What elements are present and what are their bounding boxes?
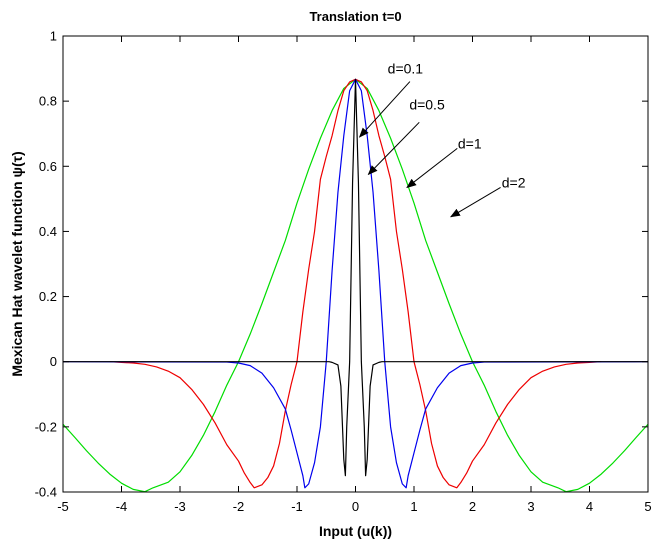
x-tick-label: -5	[57, 499, 69, 514]
y-axis-title: Mexican Hat wavelet function ψ(τ)	[9, 151, 25, 376]
annotation-arrow	[358, 81, 411, 138]
x-tick-label: -3	[174, 499, 186, 514]
x-tick-label: -1	[291, 499, 303, 514]
annotation-layer: d=0.1 d=0.5 d=1 d=2	[358, 60, 526, 218]
y-tick-label: 0.6	[39, 159, 57, 174]
series-layer	[62, 78, 649, 493]
y-tick-label: 1	[50, 29, 57, 44]
tick-layer: -5 -4 -3 -2 -1 0 1 2 3 4 5 -0.4 -0.2 0 0.2 0.4 0.6 0.8 1	[35, 29, 652, 515]
x-tick-label: -2	[233, 499, 245, 514]
y-tick-label: 0	[50, 354, 57, 369]
y-tick-label: 0.4	[39, 224, 57, 239]
annotation-arrow	[367, 121, 420, 176]
x-tick-label: 4	[586, 499, 593, 514]
y-tick-label: -0.4	[35, 485, 57, 500]
x-axis-title: Input (u(k))	[319, 523, 392, 539]
y-tick-label: -0.2	[35, 419, 57, 434]
annotation-arrow	[449, 187, 501, 218]
annotation-arrow	[406, 147, 458, 189]
plot-area	[63, 36, 648, 492]
annotation-label: d=0.5	[409, 96, 445, 112]
x-tick-label: 1	[410, 499, 417, 514]
chart-title: Translation t=0	[309, 9, 401, 24]
annotation-label: d=0.1	[388, 60, 424, 76]
annotation-label: d=1	[458, 135, 482, 151]
x-tick-label: 5	[644, 499, 651, 514]
series-line-d-0-1	[63, 78, 648, 477]
x-tick-label: 0	[352, 499, 359, 514]
x-tick-label: -4	[116, 499, 128, 514]
annotation-label: d=2	[502, 174, 526, 190]
y-tick-label: 0.2	[39, 289, 57, 304]
x-tick-label: 3	[527, 499, 534, 514]
x-tick-label: 2	[469, 499, 476, 514]
y-tick-label: 0.8	[39, 94, 57, 109]
